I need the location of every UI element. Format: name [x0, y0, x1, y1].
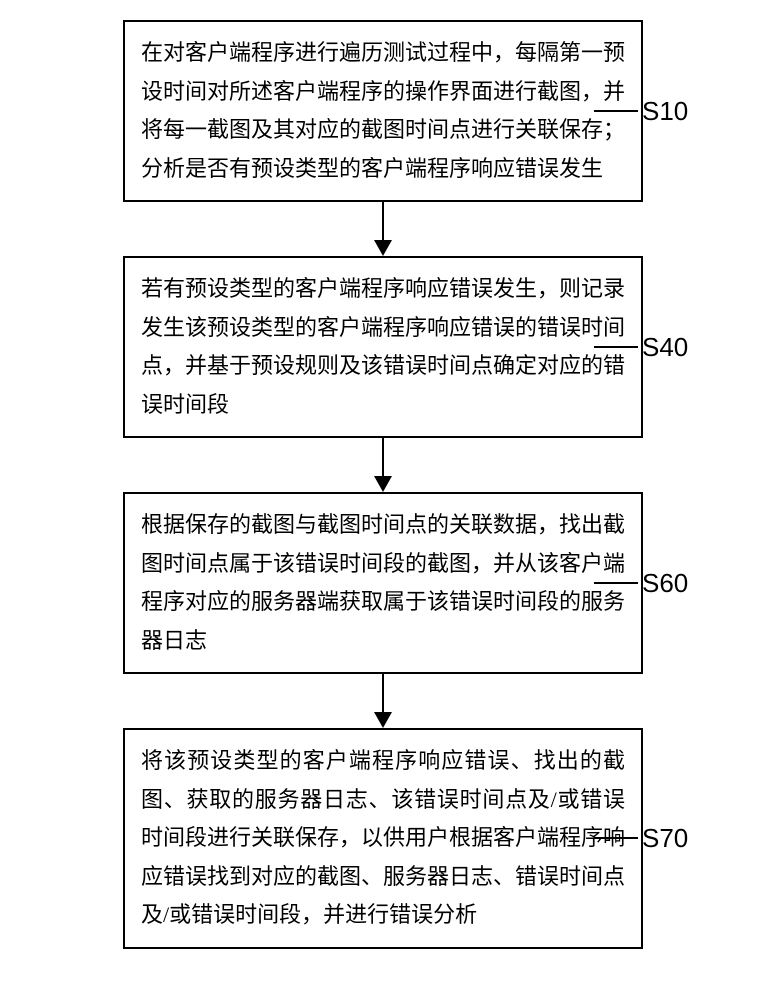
arrow-connector: [374, 438, 392, 492]
step-label: S60: [642, 568, 688, 599]
step-box-s10: 在对客户端程序进行遍历测试过程中，每隔第一预设时间对所述客户端程序的操作界面进行…: [123, 20, 643, 202]
step-row: 将该预设类型的客户端程序响应错误、找出的截图、获取的服务器日志、该错误时间点及/…: [0, 728, 766, 949]
flowchart: 在对客户端程序进行遍历测试过程中，每隔第一预设时间对所述客户端程序的操作界面进行…: [0, 0, 766, 949]
step-box-s40: 若有预设类型的客户端程序响应错误发生，则记录发生该预设类型的客户端程序响应错误的…: [123, 256, 643, 438]
step-label-connector: S40: [594, 332, 688, 363]
step-label: S70: [642, 823, 688, 854]
arrow-line: [382, 438, 384, 476]
label-line: [594, 837, 638, 839]
arrow-connector: [374, 674, 392, 728]
arrowhead-icon: [374, 476, 392, 492]
step-label-connector: S10: [594, 96, 688, 127]
label-line: [594, 110, 638, 112]
arrowhead-icon: [374, 712, 392, 728]
label-line: [594, 346, 638, 348]
arrowhead-icon: [374, 240, 392, 256]
step-box-s70: 将该预设类型的客户端程序响应错误、找出的截图、获取的服务器日志、该错误时间点及/…: [123, 728, 643, 949]
step-text: 根据保存的截图与截图时间点的关联数据，找出截图时间点属于该错误时间段的截图，并从…: [141, 512, 625, 653]
arrow-line: [382, 202, 384, 240]
step-label-connector: S60: [594, 568, 688, 599]
step-row: 根据保存的截图与截图时间点的关联数据，找出截图时间点属于该错误时间段的截图，并从…: [0, 492, 766, 674]
step-text: 在对客户端程序进行遍历测试过程中，每隔第一预设时间对所述客户端程序的操作界面进行…: [141, 40, 625, 181]
label-line: [594, 582, 638, 584]
step-box-s60: 根据保存的截图与截图时间点的关联数据，找出截图时间点属于该错误时间段的截图，并从…: [123, 492, 643, 674]
step-row: 在对客户端程序进行遍历测试过程中，每隔第一预设时间对所述客户端程序的操作界面进行…: [0, 20, 766, 202]
step-text: 将该预设类型的客户端程序响应错误、找出的截图、获取的服务器日志、该错误时间点及/…: [141, 748, 625, 927]
arrow-line: [382, 674, 384, 712]
step-row: 若有预设类型的客户端程序响应错误发生，则记录发生该预设类型的客户端程序响应错误的…: [0, 256, 766, 438]
step-text: 若有预设类型的客户端程序响应错误发生，则记录发生该预设类型的客户端程序响应错误的…: [141, 276, 625, 417]
step-label: S40: [642, 332, 688, 363]
arrow-connector: [374, 202, 392, 256]
step-label-connector: S70: [594, 823, 688, 854]
step-label: S10: [642, 96, 688, 127]
